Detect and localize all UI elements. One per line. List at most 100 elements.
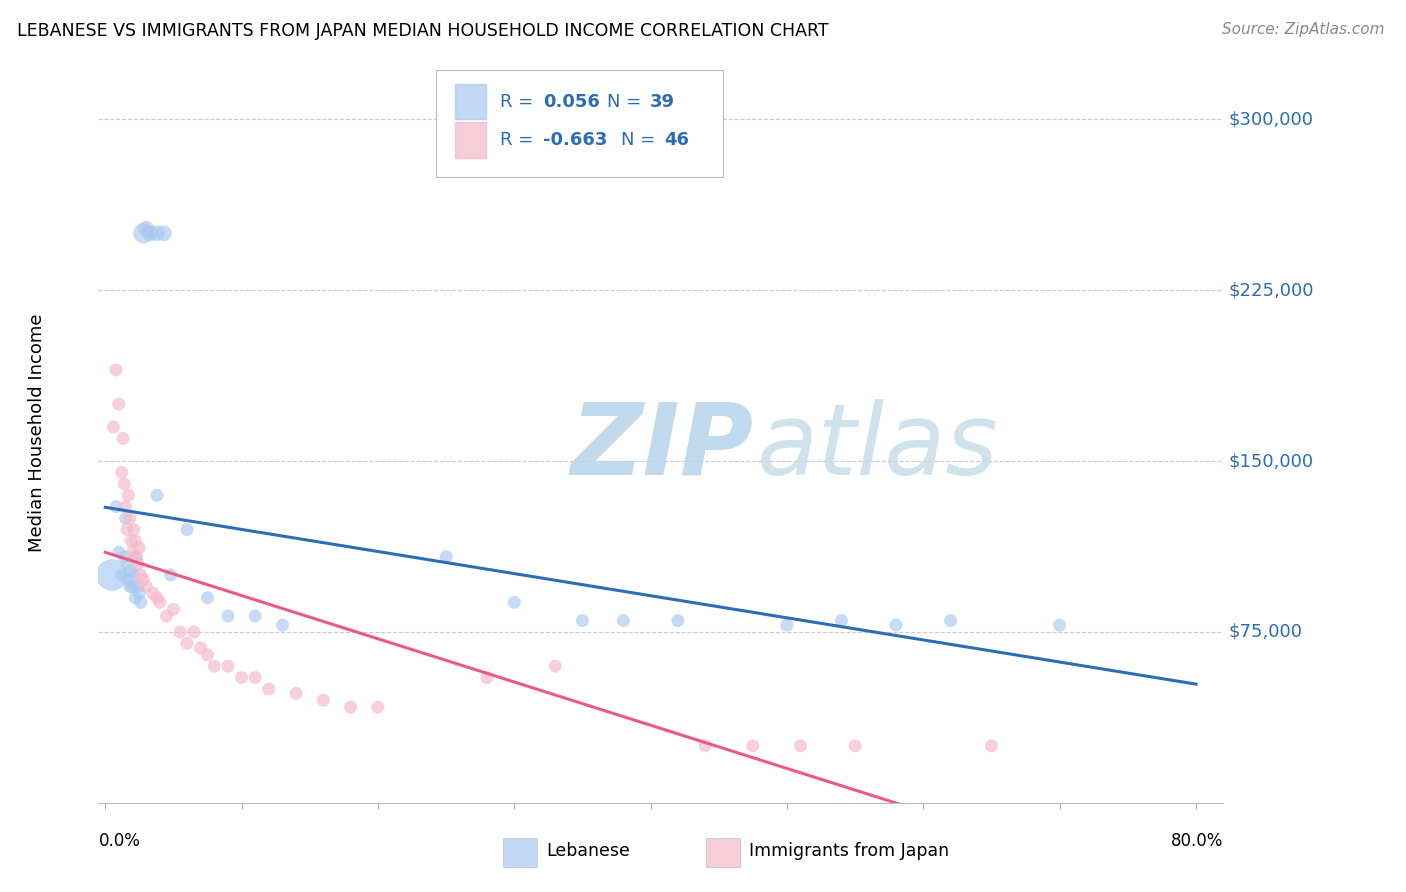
Point: [110, 568, 132, 582]
Point: [245, 609, 267, 624]
Point: [125, 549, 148, 564]
Point: [122, 523, 145, 537]
Point: [159, 568, 181, 582]
Text: 39: 39: [650, 93, 675, 111]
Point: [121, 545, 143, 559]
Point: [190, 640, 212, 655]
Point: [121, 579, 143, 593]
Point: [142, 586, 165, 600]
Point: [127, 557, 149, 571]
FancyBboxPatch shape: [436, 70, 723, 178]
Point: [111, 431, 134, 445]
Text: 0.056: 0.056: [543, 93, 599, 111]
Point: [339, 700, 361, 714]
Text: ZIP: ZIP: [571, 399, 754, 496]
Point: [122, 568, 145, 582]
Point: [217, 609, 239, 624]
Point: [612, 614, 634, 628]
Text: -0.663: -0.663: [543, 131, 607, 149]
Point: [162, 602, 184, 616]
Point: [271, 618, 294, 632]
Point: [105, 500, 128, 514]
Point: [197, 648, 219, 662]
Point: [132, 227, 155, 241]
Point: [135, 221, 157, 235]
Point: [695, 739, 717, 753]
Point: [202, 659, 225, 673]
Point: [103, 420, 125, 434]
Point: [980, 739, 1002, 753]
Point: [129, 595, 152, 609]
Point: [1049, 618, 1071, 632]
Text: N =: N =: [621, 131, 661, 149]
Point: [176, 636, 198, 650]
Point: [217, 659, 239, 673]
Text: $150,000: $150,000: [1229, 452, 1315, 470]
Point: [105, 363, 128, 377]
Text: Median Household Income: Median Household Income: [28, 313, 45, 552]
Text: $300,000: $300,000: [1229, 111, 1313, 128]
Point: [114, 500, 136, 514]
Point: [257, 681, 280, 696]
Point: [176, 523, 198, 537]
Point: [120, 564, 142, 578]
Point: [169, 624, 191, 639]
Point: [146, 591, 169, 605]
Point: [127, 579, 149, 593]
Point: [117, 488, 139, 502]
Point: [128, 541, 150, 555]
Point: [153, 227, 176, 241]
Point: [149, 595, 172, 609]
Text: Source: ZipAtlas.com: Source: ZipAtlas.com: [1222, 22, 1385, 37]
Point: [132, 573, 155, 587]
Point: [124, 549, 146, 564]
Point: [367, 700, 389, 714]
Text: 46: 46: [664, 131, 689, 149]
Text: $225,000: $225,000: [1229, 281, 1315, 299]
Point: [666, 614, 689, 628]
Point: [118, 579, 141, 593]
Text: LEBANESE VS IMMIGRANTS FROM JAPAN MEDIAN HOUSEHOLD INCOME CORRELATION CHART: LEBANESE VS IMMIGRANTS FROM JAPAN MEDIAN…: [17, 22, 828, 40]
Point: [844, 739, 866, 753]
Point: [197, 591, 219, 605]
Point: [146, 227, 169, 241]
Point: [117, 573, 139, 587]
Point: [312, 693, 335, 707]
Point: [475, 671, 498, 685]
Point: [155, 609, 177, 624]
Point: [115, 557, 138, 571]
Point: [129, 568, 152, 582]
Point: [884, 618, 907, 632]
Point: [231, 671, 253, 685]
Text: atlas: atlas: [756, 399, 998, 496]
Point: [245, 671, 267, 685]
Point: [112, 549, 135, 564]
Point: [939, 614, 962, 628]
Point: [110, 466, 132, 480]
Point: [544, 659, 567, 673]
Text: R =: R =: [501, 93, 538, 111]
Text: Immigrants from Japan: Immigrants from Japan: [748, 842, 949, 860]
Point: [789, 739, 811, 753]
Point: [124, 533, 146, 548]
Point: [114, 511, 136, 525]
Point: [108, 397, 131, 411]
Text: Lebanese: Lebanese: [546, 842, 630, 860]
Point: [571, 614, 593, 628]
FancyBboxPatch shape: [706, 838, 740, 867]
Point: [124, 591, 146, 605]
Point: [741, 739, 763, 753]
FancyBboxPatch shape: [456, 84, 486, 120]
Point: [115, 523, 138, 537]
FancyBboxPatch shape: [503, 838, 537, 867]
Point: [830, 614, 852, 628]
Point: [112, 476, 135, 491]
Point: [434, 549, 457, 564]
Point: [118, 511, 141, 525]
Point: [183, 624, 205, 639]
Point: [101, 568, 124, 582]
Point: [146, 488, 169, 502]
Point: [108, 545, 131, 559]
Point: [503, 595, 526, 609]
Point: [120, 533, 142, 548]
